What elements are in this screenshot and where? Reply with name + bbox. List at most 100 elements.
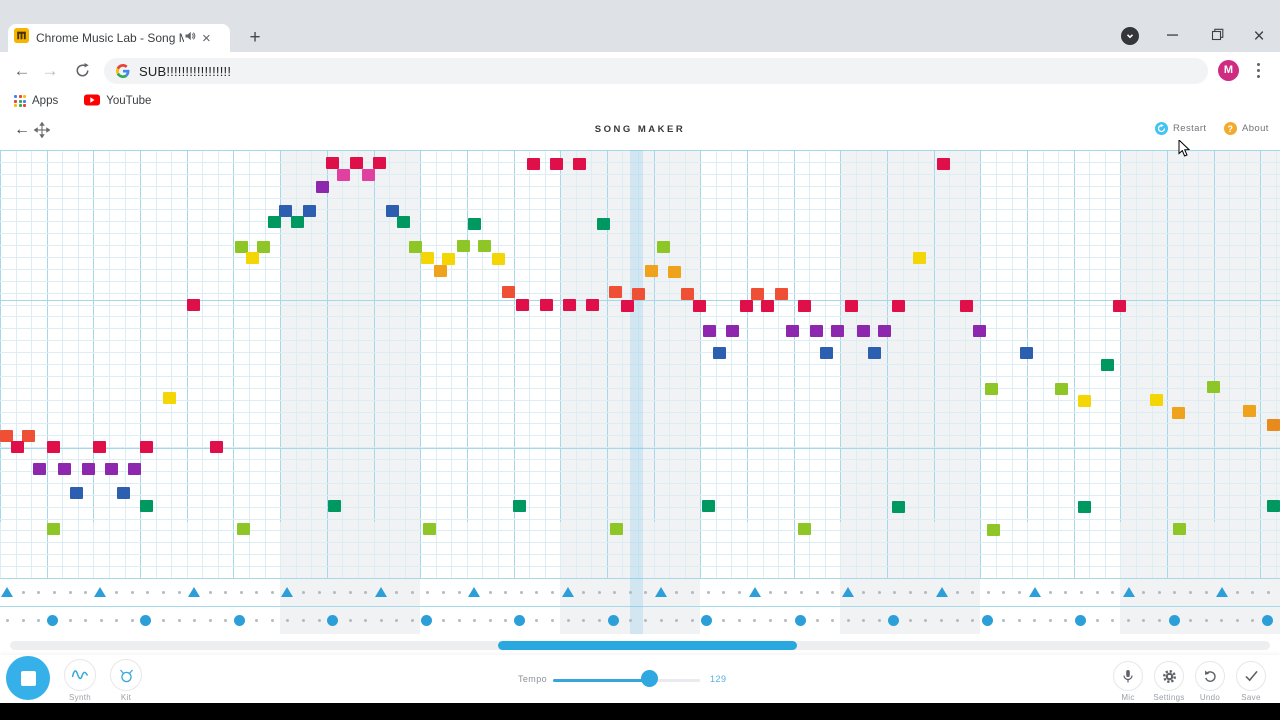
percussion-empty-cell[interactable] — [364, 590, 368, 594]
note-purple[interactable] — [810, 325, 823, 337]
percussion-empty-cell[interactable] — [691, 618, 694, 622]
percussion-triangle-note[interactable] — [1029, 587, 1041, 597]
percussion-empty-cell[interactable] — [691, 590, 694, 594]
note-teal[interactable] — [1267, 500, 1280, 512]
percussion-empty-cell[interactable] — [84, 590, 88, 594]
note-red[interactable] — [527, 158, 540, 170]
percussion-circle-note[interactable] — [139, 614, 151, 626]
back-arrow-icon[interactable]: ← — [14, 121, 30, 138]
percussion-empty-cell[interactable] — [177, 618, 181, 622]
percussion-empty-cell[interactable] — [115, 590, 119, 594]
percussion-triangle-note[interactable] — [1216, 587, 1228, 597]
percussion-empty-cell[interactable] — [971, 618, 975, 622]
percussion-circle-note[interactable] — [887, 614, 899, 626]
percussion-empty-cell[interactable] — [722, 618, 726, 622]
note-blue[interactable] — [386, 205, 399, 217]
percussion-empty-cell[interactable] — [410, 618, 414, 622]
percussion-empty-cell[interactable] — [473, 618, 477, 622]
percussion-empty-cell[interactable] — [504, 618, 508, 622]
percussion-empty-cell[interactable] — [582, 618, 586, 622]
percussion-empty-cell[interactable] — [1251, 590, 1255, 594]
note-teal[interactable] — [268, 216, 281, 228]
percussion-empty-cell[interactable] — [768, 590, 772, 594]
percussion-empty-cell[interactable] — [68, 618, 72, 622]
percussion-triangle-note[interactable] — [749, 587, 761, 597]
note-purple[interactable] — [105, 463, 118, 475]
note-teal[interactable] — [892, 501, 905, 513]
note-amber[interactable] — [1267, 419, 1280, 431]
restart-button[interactable]: Restart — [1155, 122, 1206, 135]
tab-audio-icon[interactable] — [184, 29, 196, 47]
percussion-empty-cell[interactable] — [177, 590, 181, 594]
percussion-empty-cell[interactable] — [737, 618, 741, 622]
percussion-empty-cell[interactable] — [395, 590, 399, 594]
percussion-circle-note[interactable] — [513, 614, 525, 626]
note-purple[interactable] — [128, 463, 141, 475]
percussion-empty-cell[interactable] — [519, 590, 523, 594]
note-purple[interactable] — [82, 463, 95, 475]
percussion-empty-cell[interactable] — [488, 590, 492, 594]
note-teal[interactable] — [597, 218, 610, 230]
note-blue[interactable] — [713, 347, 726, 359]
note-red[interactable] — [693, 300, 706, 312]
percussion-empty-cell[interactable] — [1048, 618, 1052, 622]
percussion-empty-cell[interactable] — [99, 618, 103, 622]
percussion-empty-cell[interactable] — [831, 618, 834, 622]
note-yellow[interactable] — [1078, 395, 1091, 407]
note-green[interactable] — [478, 240, 491, 252]
percussion-empty-cell[interactable] — [846, 618, 850, 622]
percussion-triangle-note[interactable] — [188, 587, 200, 597]
percussion-empty-cell[interactable] — [1235, 618, 1239, 622]
note-teal[interactable] — [328, 500, 341, 512]
close-window-button[interactable]: × — [1253, 26, 1265, 47]
percussion-empty-cell[interactable] — [115, 618, 119, 622]
note-purple[interactable] — [786, 325, 799, 337]
note-red[interactable] — [845, 300, 858, 312]
percussion-empty-cell[interactable] — [1111, 590, 1115, 594]
note-red[interactable] — [187, 299, 200, 311]
percussion-empty-cell[interactable] — [1142, 618, 1146, 622]
percussion-empty-cell[interactable] — [270, 618, 274, 622]
percussion-empty-cell[interactable] — [550, 590, 554, 594]
note-purple[interactable] — [58, 463, 71, 475]
profile-avatar[interactable]: M — [1218, 60, 1239, 81]
percussion-triangle-note[interactable] — [655, 587, 667, 597]
percussion-empty-cell[interactable] — [644, 618, 648, 622]
note-green[interactable] — [47, 523, 60, 535]
percussion-empty-cell[interactable] — [831, 590, 834, 594]
percussion-empty-cell[interactable] — [815, 590, 819, 594]
percussion-empty-cell[interactable] — [1142, 590, 1146, 594]
percussion-empty-cell[interactable] — [597, 590, 601, 594]
percussion-empty-cell[interactable] — [613, 590, 617, 594]
percussion-empty-cell[interactable] — [53, 590, 56, 594]
percussion-empty-cell[interactable] — [317, 590, 321, 594]
percussion-empty-cell[interactable] — [1033, 618, 1037, 622]
percussion-empty-cell[interactable] — [1095, 590, 1099, 594]
note-orange[interactable] — [1172, 407, 1185, 419]
percussion-empty-cell[interactable] — [862, 618, 866, 622]
percussion-triangle-note[interactable] — [562, 587, 574, 597]
back-icon[interactable]: ← — [13, 61, 31, 80]
note-red[interactable] — [892, 300, 905, 312]
percussion-circle-note[interactable] — [981, 614, 993, 626]
percussion-empty-cell[interactable] — [1266, 590, 1270, 594]
percussion-empty-cell[interactable] — [21, 590, 25, 594]
percussion-empty-cell[interactable] — [302, 618, 305, 622]
note-green[interactable] — [657, 241, 670, 253]
percussion-empty-cell[interactable] — [442, 618, 445, 622]
percussion-empty-cell[interactable] — [161, 590, 165, 594]
note-orange[interactable] — [434, 265, 447, 277]
percussion-empty-cell[interactable] — [1188, 590, 1192, 594]
percussion-circle-note[interactable] — [233, 614, 245, 626]
percussion-empty-cell[interactable] — [940, 618, 943, 622]
percussion-empty-cell[interactable] — [1080, 590, 1083, 594]
note-red[interactable] — [210, 441, 223, 453]
note-teal[interactable] — [702, 500, 715, 512]
note-orange[interactable] — [1243, 405, 1256, 417]
note-tomato[interactable] — [775, 288, 788, 300]
percussion-empty-cell[interactable] — [1157, 618, 1161, 622]
percussion-empty-cell[interactable] — [379, 618, 383, 622]
percussion-empty-cell[interactable] — [317, 618, 321, 622]
note-blue[interactable] — [117, 487, 130, 499]
note-orange[interactable] — [668, 266, 681, 278]
